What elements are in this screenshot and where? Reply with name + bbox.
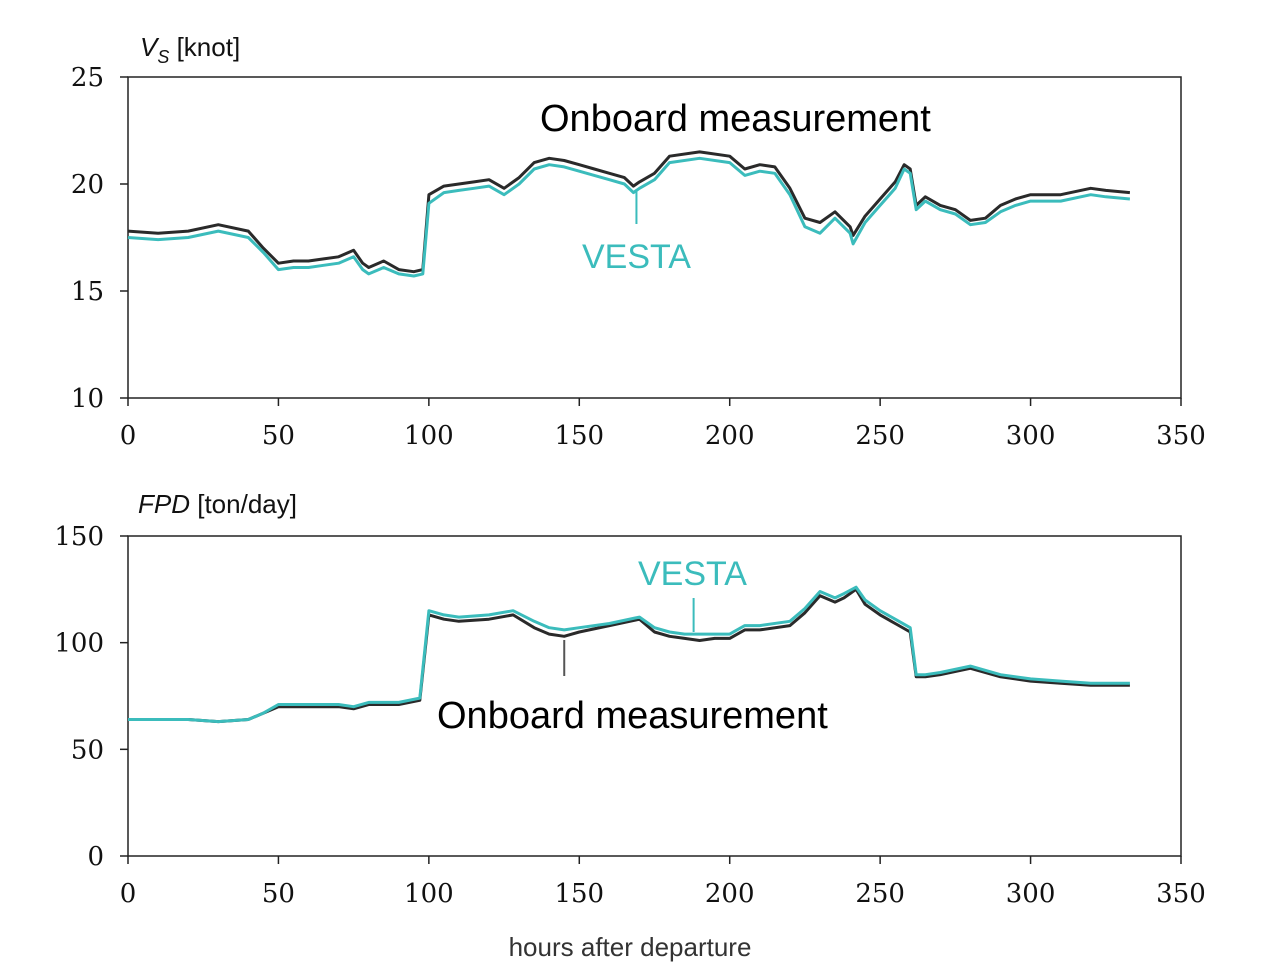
speed-axes: 0 50 100 150 200 250 300 350 10 15 20 25	[71, 63, 1206, 451]
fuel-x-tick-label: 50	[262, 879, 295, 909]
fuel-vesta-label: VESTA	[638, 555, 747, 593]
fuel-chart-panel: FPD [ton/day] 0 50 100 150 200 250 300 350 0 50 10…	[54, 489, 1205, 962]
fuel-x-tick-label: 150	[554, 879, 604, 909]
speed-x-tick-label: 350	[1156, 421, 1206, 451]
speed-series-onboard-line	[127, 150, 1131, 274]
x-axis-label: hours after departure	[509, 932, 752, 962]
fuel-series	[128, 585, 1130, 724]
fuel-x-tick-label: 250	[855, 879, 905, 909]
speed-x-tick-label: 100	[404, 421, 454, 451]
speed-y-tick-label: 15	[71, 277, 104, 307]
fuel-annotations: VESTA Onboard measurement	[437, 555, 828, 737]
fuel-x-tick-label: 350	[1156, 879, 1206, 909]
speed-chart-panel: VS [knot] 0 50 100 150 200 250 300 35010152025 …	[71, 32, 1206, 451]
fuel-x-tick-label: 200	[705, 879, 755, 909]
fuel-x-tick-label: 0	[120, 879, 137, 909]
fuel-axes: 0 50 100 150 200 250 300 350 0 50 100 150	[54, 522, 1205, 909]
fuel-y-axis-label: FPD [ton/day]	[138, 489, 297, 519]
speed-onboard-label: Onboard measurement	[540, 98, 931, 140]
speed-series-vesta-line	[127, 156, 1131, 278]
fuel-plot-frame	[127, 535, 1182, 857]
speed-y-tick-label: 10	[71, 384, 104, 414]
speed-y-axis-label: VS [knot]	[140, 32, 240, 67]
speed-x-tick-label: 200	[705, 421, 755, 451]
fuel-x-tick-label: 300	[1006, 879, 1056, 909]
speed-x-tick-label: 150	[554, 421, 604, 451]
speed-y-tick-label: 25	[71, 63, 104, 93]
speed-y-tick-label: 20	[71, 170, 104, 200]
speed-x-tick-label: 50	[262, 421, 295, 451]
fuel-x-tick-label: 100	[404, 879, 454, 909]
speed-series	[127, 150, 1131, 278]
fuel-y-tick-label: 50	[71, 735, 104, 765]
fuel-series-vesta-line	[128, 585, 1130, 724]
speed-x-tick-label: 0	[120, 421, 137, 451]
fuel-y-tick-label: 0	[87, 842, 104, 872]
speed-x-tick-label: 300	[1006, 421, 1056, 451]
speed-annotations: Onboard measurement VESTA	[540, 98, 931, 276]
speed-vesta-label: VESTA	[582, 238, 691, 276]
fuel-y-tick-label: 150	[54, 522, 104, 552]
speed-x-tick-label: 250	[855, 421, 905, 451]
fuel-y-tick-label: 100	[54, 629, 104, 659]
fuel-onboard-label: Onboard measurement	[437, 695, 828, 737]
